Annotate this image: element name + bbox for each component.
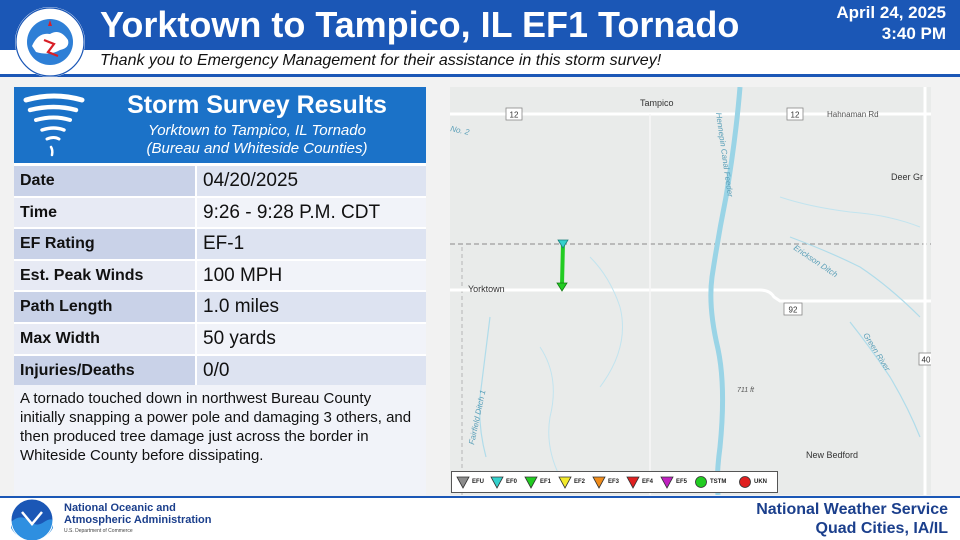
row-value: 50 yards bbox=[197, 323, 426, 354]
table-row-ef-rating: EF Rating EF-1 bbox=[14, 229, 426, 259]
office-name-line1: National Weather Service bbox=[756, 501, 948, 518]
route-shield-12a: 12 bbox=[505, 107, 523, 121]
tornado-icon bbox=[22, 92, 86, 158]
table-row-peak-winds: Est. Peak Winds 100 MPH bbox=[14, 260, 426, 291]
row-label: Date bbox=[14, 166, 195, 196]
legend-label: EFU bbox=[472, 479, 484, 485]
legend-label: EF2 bbox=[574, 479, 586, 485]
road-label-hahnaman: Hahnaman Rd bbox=[827, 110, 879, 119]
panel-subtitle-line1: Yorktown to Tampico, IL Tornado bbox=[148, 122, 366, 139]
noaa-logo-icon bbox=[10, 498, 54, 540]
table-row-injuries: Injuries/Deaths 0/0 bbox=[14, 355, 426, 386]
row-label: EF Rating bbox=[14, 229, 195, 259]
row-label: Injuries/Deaths bbox=[14, 355, 195, 386]
triangle-icon bbox=[456, 476, 470, 489]
survey-table: Date 04/20/2025 Time 9:26 - 9:28 P.M. CD… bbox=[14, 166, 426, 387]
legend-label: UKN bbox=[754, 479, 767, 485]
office-name: National Weather Service Quad Cities, IA… bbox=[756, 500, 948, 538]
header-bar bbox=[0, 0, 960, 50]
erickson-ditch bbox=[789, 236, 921, 318]
issued-date: April 24, 2025 bbox=[836, 3, 946, 22]
row-label: Path Length bbox=[14, 292, 195, 322]
header-divider bbox=[0, 74, 960, 77]
fairfield-ditch bbox=[479, 316, 491, 458]
place-label-new-bedford: New Bedford bbox=[806, 450, 858, 460]
route-shield-40: 40 bbox=[918, 352, 931, 366]
row-value: 100 MPH bbox=[197, 260, 426, 291]
triangle-icon bbox=[524, 476, 538, 489]
circle-icon bbox=[695, 476, 707, 488]
row-value: 0/0 bbox=[197, 355, 426, 386]
panel-header: Storm Survey Results Yorktown to Tampico… bbox=[14, 87, 426, 163]
table-row-path-length: Path Length 1.0 miles bbox=[14, 292, 426, 322]
table-row-date: Date 04/20/2025 bbox=[14, 166, 426, 196]
legend-label: EF4 bbox=[642, 479, 654, 485]
row-value: EF-1 bbox=[197, 229, 426, 259]
elevation-label: 711 ft bbox=[737, 387, 755, 394]
page-title: Yorktown to Tampico, IL EF1 Tornado bbox=[100, 4, 740, 45]
triangle-icon bbox=[626, 476, 640, 489]
road-92 bbox=[450, 288, 931, 303]
green-river bbox=[849, 321, 921, 438]
circle-icon bbox=[739, 476, 751, 488]
stream bbox=[589, 256, 623, 388]
canal-feeder bbox=[708, 87, 743, 495]
svg-text:12: 12 bbox=[510, 111, 519, 120]
place-label-yorktown: Yorktown bbox=[468, 284, 505, 294]
issued-datetime: April 24, 2025 3:40 PM bbox=[836, 2, 946, 44]
track-end-marker[interactable] bbox=[556, 282, 568, 292]
row-value: 9:26 - 9:28 P.M. CDT bbox=[197, 197, 426, 228]
panel-title: Storm Survey Results bbox=[127, 91, 387, 119]
row-label: Est. Peak Winds bbox=[14, 260, 195, 291]
triangle-icon bbox=[660, 476, 674, 489]
legend-label: EF3 bbox=[608, 479, 620, 485]
triangle-icon bbox=[490, 476, 504, 489]
legend-label: EF0 bbox=[506, 479, 518, 485]
tornado-track[interactable] bbox=[556, 239, 569, 292]
track-start-marker[interactable] bbox=[557, 239, 569, 249]
stream bbox=[779, 196, 921, 228]
table-row-time: Time 9:26 - 9:28 P.M. CDT bbox=[14, 197, 426, 228]
legend-label: EF1 bbox=[540, 479, 552, 485]
stream bbox=[539, 346, 561, 478]
footer-divider bbox=[0, 496, 960, 498]
svg-text:12: 12 bbox=[791, 111, 800, 120]
route-shield-92: 92 bbox=[783, 302, 803, 316]
noaa-name-line1: National Oceanic and bbox=[64, 502, 176, 514]
row-value: 04/20/2025 bbox=[197, 166, 426, 196]
triangle-icon bbox=[592, 476, 606, 489]
svg-text:40: 40 bbox=[922, 356, 931, 365]
page-subtitle: Thank you to Emergency Management for th… bbox=[100, 52, 662, 69]
panel-subtitle-line2: (Bureau and Whiteside Counties) bbox=[146, 140, 368, 157]
triangle-icon bbox=[558, 476, 572, 489]
tornado-track-map[interactable]: 12 12 92 40 Tampico Yorktown New Bedford… bbox=[450, 87, 931, 495]
office-name-line2: Quad Cities, IA/IL bbox=[815, 520, 948, 537]
issued-time: 3:40 PM bbox=[881, 24, 946, 43]
row-value: 1.0 miles bbox=[197, 292, 426, 322]
noaa-department: U.S. Department of Commerce bbox=[64, 528, 133, 534]
place-label-tampico: Tampico bbox=[640, 98, 674, 108]
water-label-no2: No. 2 bbox=[450, 124, 471, 137]
noaa-name-line2: Atmospheric Administration bbox=[64, 514, 212, 526]
panel-subtitle: Yorktown to Tampico, IL Tornado (Bureau … bbox=[96, 122, 418, 158]
legend-label: EF5 bbox=[676, 479, 688, 485]
survey-description: A tornado touched down in northwest Bure… bbox=[14, 385, 426, 495]
table-row-max-width: Max Width 50 yards bbox=[14, 323, 426, 354]
noaa-name: National Oceanic and Atmospheric Adminis… bbox=[64, 502, 212, 526]
storm-survey-panel: Storm Survey Results Yorktown to Tampico… bbox=[14, 87, 426, 495]
nws-logo-icon bbox=[14, 6, 86, 78]
legend-label: TSTM bbox=[710, 479, 727, 485]
place-label-deer-grove: Deer Gr bbox=[891, 172, 923, 182]
ef-legend: EFU EF0 EF1 EF2 EF3 EF4 EF5 TSTM UKN bbox=[451, 471, 778, 493]
row-label: Max Width bbox=[14, 323, 195, 354]
route-shield-12b: 12 bbox=[786, 107, 804, 121]
row-label: Time bbox=[14, 197, 195, 228]
svg-text:92: 92 bbox=[789, 306, 798, 315]
